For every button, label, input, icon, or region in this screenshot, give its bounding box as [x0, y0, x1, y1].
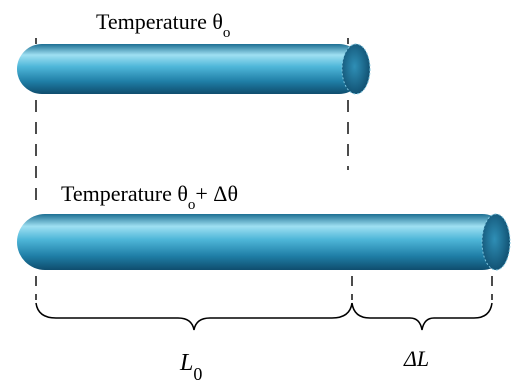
- bottom-temperature-label: Temperature θo+ Δθ: [61, 181, 238, 213]
- extension-brace: [351, 302, 493, 331]
- top-temperature-label: Temperature θo: [96, 9, 230, 41]
- bottom-rod: [17, 213, 511, 271]
- extension-label: ΔL: [403, 346, 429, 371]
- original-length-label: L0: [179, 350, 202, 384]
- top-rod-end-cap: [341, 43, 371, 95]
- bottom-rod-end-cap: [481, 213, 511, 271]
- original-length-brace: [35, 302, 353, 331]
- top-rod: [17, 43, 371, 95]
